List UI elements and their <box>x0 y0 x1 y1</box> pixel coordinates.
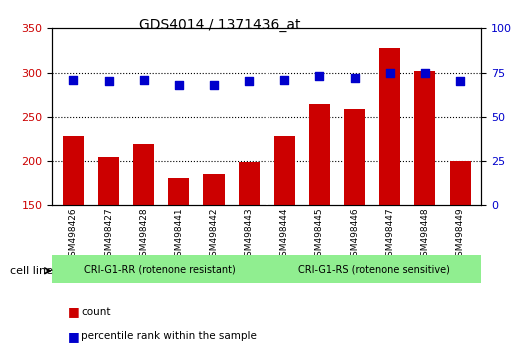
Bar <box>203 174 224 338</box>
Text: GSM498427: GSM498427 <box>104 208 113 262</box>
Bar <box>274 136 295 338</box>
Text: GSM498428: GSM498428 <box>139 208 148 262</box>
Bar <box>414 71 436 338</box>
Text: count: count <box>81 307 110 316</box>
Bar <box>63 136 84 338</box>
Text: ■: ■ <box>68 330 79 343</box>
Point <box>210 82 218 88</box>
Bar <box>450 161 471 338</box>
Text: CRI-G1-RS (rotenone sensitive): CRI-G1-RS (rotenone sensitive) <box>298 264 450 274</box>
Text: GSM498445: GSM498445 <box>315 208 324 262</box>
Bar <box>168 178 189 338</box>
Text: CRI-G1-RR (rotenone resistant): CRI-G1-RR (rotenone resistant) <box>84 264 235 274</box>
FancyBboxPatch shape <box>267 255 481 283</box>
Point <box>245 79 253 84</box>
Text: GSM498426: GSM498426 <box>69 208 78 262</box>
Bar <box>133 144 154 338</box>
Point <box>175 82 183 88</box>
Bar <box>309 103 330 338</box>
Point <box>350 75 359 81</box>
Bar <box>98 156 119 338</box>
Point <box>140 77 148 82</box>
Text: GSM498449: GSM498449 <box>456 208 464 262</box>
Text: GSM498446: GSM498446 <box>350 208 359 262</box>
Text: cell line: cell line <box>10 266 53 276</box>
Point <box>385 70 394 75</box>
Point <box>420 70 429 75</box>
Bar <box>238 162 260 338</box>
Text: GSM498443: GSM498443 <box>245 208 254 262</box>
Bar <box>344 109 365 338</box>
Bar <box>379 48 400 338</box>
Point <box>315 73 324 79</box>
Text: ■: ■ <box>68 305 79 318</box>
Text: GDS4014 / 1371436_at: GDS4014 / 1371436_at <box>139 18 300 32</box>
Text: GSM498447: GSM498447 <box>385 208 394 262</box>
Text: GSM498442: GSM498442 <box>210 208 219 262</box>
Point <box>105 79 113 84</box>
Text: percentile rank within the sample: percentile rank within the sample <box>81 331 257 341</box>
Point <box>280 77 289 82</box>
Point <box>69 77 77 82</box>
FancyBboxPatch shape <box>52 255 267 283</box>
Text: GSM498441: GSM498441 <box>174 208 184 262</box>
Text: GSM498448: GSM498448 <box>420 208 429 262</box>
Point <box>456 79 464 84</box>
Text: GSM498444: GSM498444 <box>280 208 289 262</box>
